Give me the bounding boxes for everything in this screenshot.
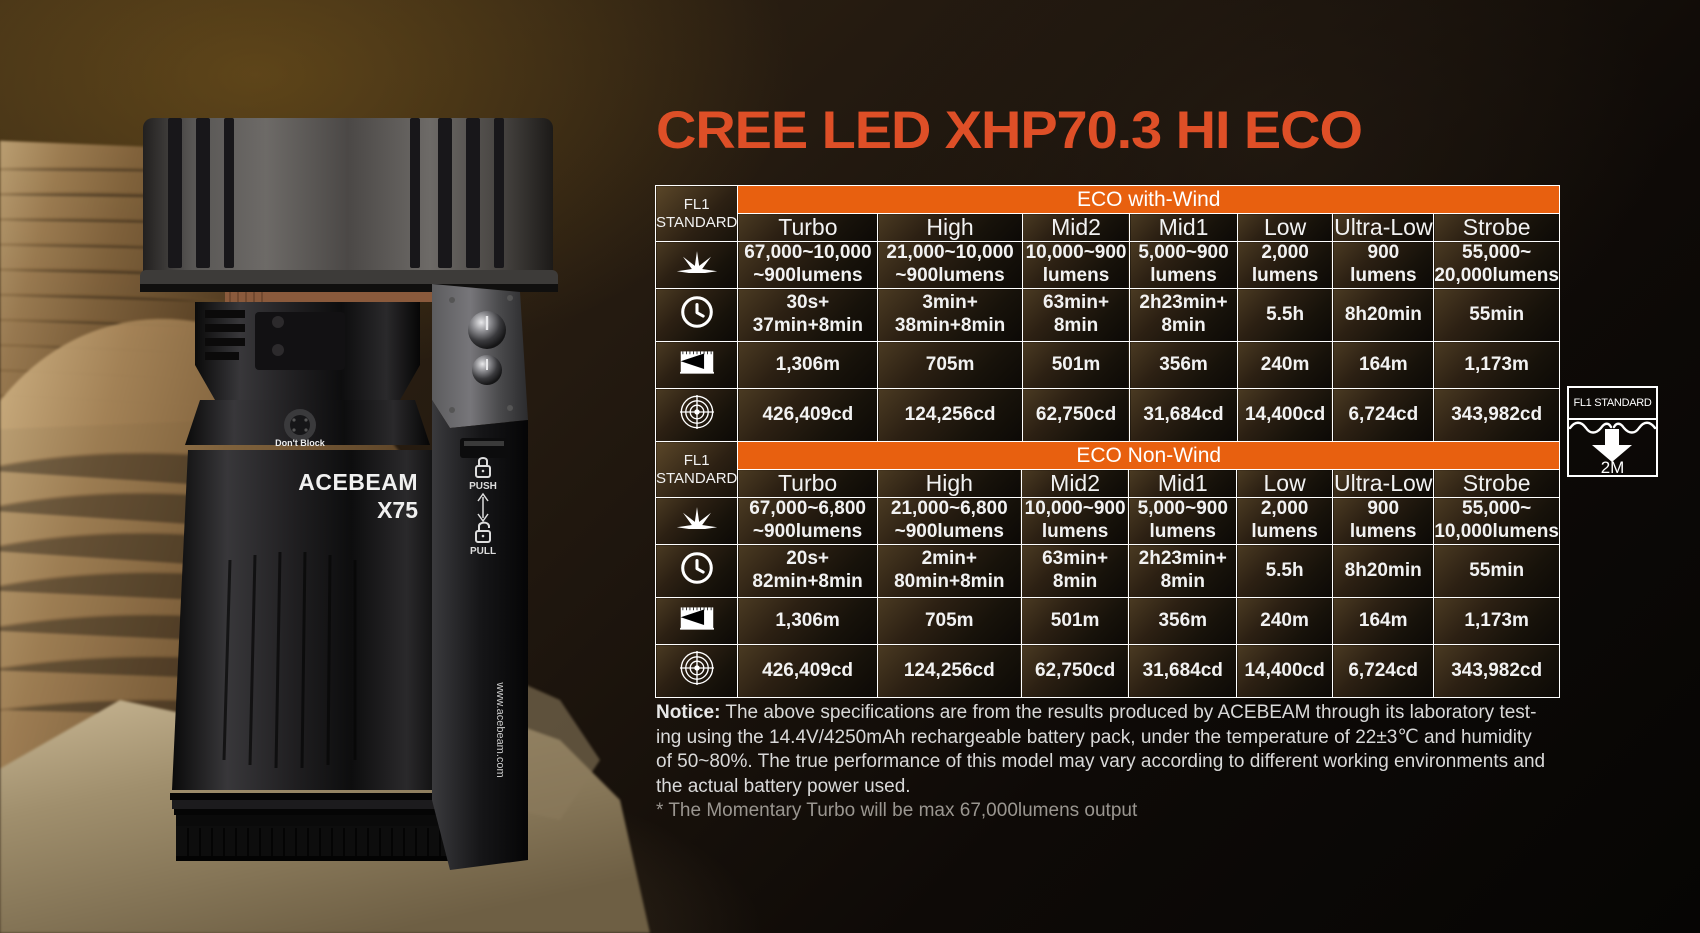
svg-text:X75: X75 [377,497,418,523]
svg-text:www.acebeam.com: www.acebeam.com [494,681,506,777]
svg-text:ACEBEAM: ACEBEAM [298,469,418,495]
svg-text:PULL: PULL [470,546,496,557]
svg-text:PUSH: PUSH [469,481,497,492]
svg-text:Don't Block: Don't Block [275,438,326,448]
